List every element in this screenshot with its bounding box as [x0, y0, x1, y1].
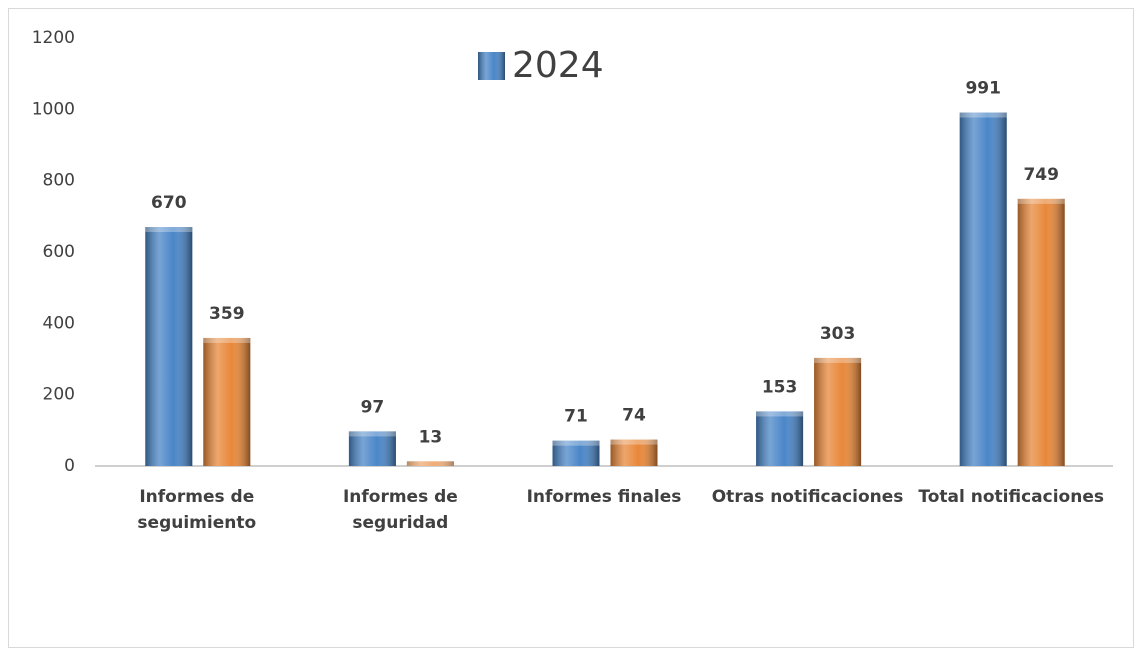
legend-label: 2024 [512, 45, 604, 86]
data-label: 13 [419, 427, 443, 447]
bar-shade [203, 337, 251, 466]
data-label: 359 [209, 304, 245, 324]
x-tick-label: Informes de seguridad [342, 487, 458, 533]
legend-shade [478, 52, 505, 80]
bar-cap [145, 227, 193, 233]
data-label: 97 [361, 397, 385, 417]
bar-shade [348, 431, 396, 466]
y-tick-label: 0 [64, 456, 75, 476]
y-tick-label: 800 [43, 171, 75, 191]
y-tick-label: 400 [43, 313, 75, 333]
bar-shade [552, 440, 600, 466]
bar-shade [145, 227, 193, 466]
x-tick-label: Informes finales [526, 487, 682, 507]
data-label: 71 [564, 407, 588, 427]
bar-shade [610, 439, 658, 466]
bar-shade [814, 357, 862, 466]
bar-cap [348, 431, 396, 437]
x-tick-label: Informes de seguimiento [137, 487, 257, 533]
bar-cap [959, 112, 1007, 118]
y-tick-label: 1200 [32, 28, 75, 48]
bar-cap [756, 411, 804, 417]
bar-cap [814, 357, 862, 363]
bar-shade [406, 461, 454, 466]
data-label: 749 [1023, 165, 1059, 185]
bar-shade [1017, 198, 1065, 466]
data-label: 303 [820, 324, 856, 344]
bar-cap [1017, 198, 1065, 204]
y-tick-label: 1000 [32, 99, 75, 119]
x-tick-label: Total notificaciones [918, 487, 1104, 507]
bar-cap [203, 337, 251, 343]
data-label: 991 [965, 79, 1001, 99]
bar-shade [959, 112, 1007, 466]
y-tick-label: 200 [43, 385, 75, 405]
bar-cap [552, 440, 600, 446]
data-label: 153 [762, 377, 798, 397]
bar-cap [406, 461, 454, 466]
x-tick-label: Otras notificaciones [711, 487, 904, 507]
bar-shade [756, 411, 804, 466]
data-label: 74 [622, 406, 646, 426]
data-label: 670 [151, 193, 187, 213]
bar-cap [610, 439, 658, 445]
y-tick-label: 600 [43, 242, 75, 262]
